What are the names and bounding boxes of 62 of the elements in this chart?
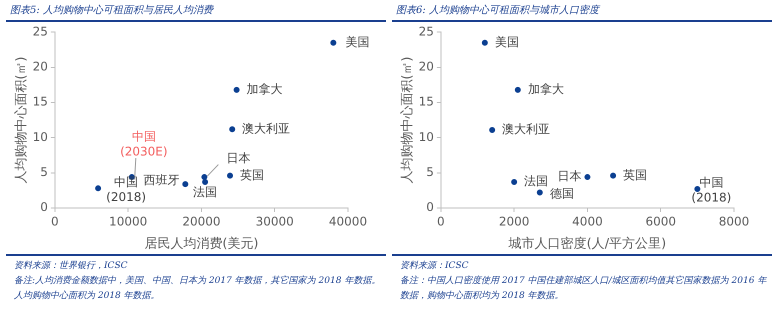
chart-title: 图表6: 人均购物中心可租面积与城市人口密度 bbox=[392, 0, 772, 22]
point bbox=[202, 178, 208, 185]
chart-title: 图表5: 人均购物中心可租面积与居民人均消费 bbox=[6, 0, 386, 22]
y-tick-label: 10 bbox=[418, 130, 434, 144]
point bbox=[95, 185, 102, 192]
y-tick-label: 25 bbox=[32, 24, 48, 38]
x-tick-label: 10000 bbox=[109, 214, 148, 228]
y-tick-label: 5 bbox=[40, 164, 48, 179]
y-tick-label: 15 bbox=[418, 94, 434, 109]
series-label: 美国 bbox=[345, 34, 370, 49]
y-tick-label: 15 bbox=[32, 94, 48, 109]
x-axis-title: 居民人均消费(美元) bbox=[144, 236, 259, 252]
y-axis-title: 人均购物中心面积(㎡) bbox=[13, 56, 30, 184]
series-label: 日本 bbox=[226, 151, 250, 166]
x-tick-label: 4000 bbox=[572, 214, 603, 228]
y-tick-label: 5 bbox=[426, 164, 434, 179]
series-label: 德国 bbox=[550, 186, 574, 201]
point bbox=[514, 86, 521, 93]
x-tick-label: 0 bbox=[51, 214, 59, 228]
series-label: 加拿大 bbox=[246, 82, 283, 96]
point bbox=[227, 172, 234, 179]
point bbox=[610, 172, 616, 179]
series-label: 中国 (2018) bbox=[691, 176, 732, 205]
point bbox=[201, 174, 208, 180]
text: 备注：中国人口密度使用 2017 中国住建部城区人口/城区面积均值其它国家数据为 2016 年数据，购物中心面积均为 2018 年数据。 bbox=[400, 274, 768, 303]
x-tick-label: 2000 bbox=[498, 214, 530, 228]
series-label: 法国 bbox=[524, 174, 548, 188]
y-tick-label: 10 bbox=[32, 130, 48, 144]
series-label: 加拿大 bbox=[528, 82, 564, 96]
point bbox=[584, 174, 590, 180]
x-axis-title: 城市人口密度(人/平方公里) bbox=[508, 236, 666, 252]
point bbox=[330, 40, 336, 46]
point bbox=[489, 126, 496, 133]
y-axis-title: 人均购物中心面积(㎡) bbox=[399, 56, 416, 184]
point bbox=[234, 86, 240, 93]
text: 资料来源：ICSC bbox=[400, 260, 470, 273]
y-tick-label: 20 bbox=[32, 59, 48, 74]
series-label: 澳大利亚 bbox=[502, 122, 550, 136]
point bbox=[182, 181, 188, 188]
point bbox=[536, 190, 543, 196]
y-tick-label: 0 bbox=[426, 200, 434, 214]
series-label: 英国 bbox=[240, 168, 264, 182]
series-label: 澳大利亚 bbox=[242, 121, 290, 136]
x-tick-label: 8000 bbox=[718, 214, 750, 228]
point bbox=[511, 178, 518, 185]
x-tick-label: 40000 bbox=[328, 214, 368, 228]
series-label: 中国 (2030E) bbox=[120, 130, 168, 159]
text: 备注:人均消费金额数据中，美国、中国、日本为 2017 年数据，其它国家为 2018 年数据。人均购物中心面积为 2018 年数据。 bbox=[14, 274, 382, 303]
y-tick-label: 20 bbox=[418, 59, 434, 74]
x-tick-label: 30000 bbox=[256, 214, 294, 228]
x-tick-label: 0 bbox=[437, 214, 445, 228]
x-tick-label: 20000 bbox=[182, 214, 221, 228]
point bbox=[482, 40, 488, 46]
y-tick-label: 25 bbox=[418, 24, 434, 38]
point bbox=[229, 126, 236, 132]
series-label: 英国 bbox=[623, 168, 648, 182]
x-tick-label: 6000 bbox=[645, 214, 676, 228]
series-label: 美国 bbox=[494, 34, 519, 49]
series-label: 法国 bbox=[193, 185, 218, 200]
series-label: 日本 bbox=[557, 169, 582, 184]
y-tick-label: 0 bbox=[40, 200, 48, 214]
text: 资料来源：世界银行，ICSC bbox=[14, 260, 128, 273]
